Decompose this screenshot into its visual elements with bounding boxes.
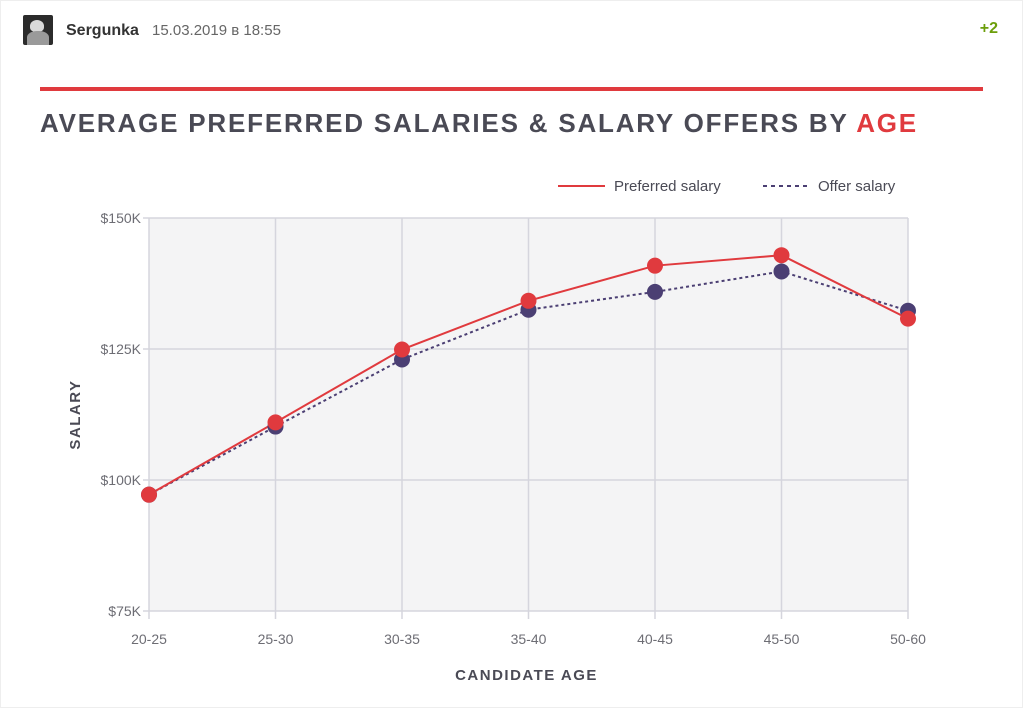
x-tick-label: 50-60 — [890, 631, 926, 647]
chart-title-main: AVERAGE PREFERRED SALARIES & SALARY OFFE… — [40, 108, 857, 138]
x-tick-label: 45-50 — [764, 631, 800, 647]
preferred-salary-point — [520, 292, 537, 309]
y-tick-label: $75K — [108, 603, 141, 619]
offer-salary-point — [773, 263, 790, 280]
x-axis-label: CANDIDATE AGE — [455, 667, 598, 684]
preferred-salary-point — [647, 257, 663, 274]
comment-timestamp[interactable]: 15.03.2019 в 18:55 — [152, 22, 281, 39]
y-tick-label: $100K — [101, 472, 142, 488]
preferred-salary-point — [394, 341, 410, 358]
user-avatar[interactable] — [23, 15, 53, 45]
horizontal-gridlines — [143, 217, 908, 612]
x-tick-label: 35-40 — [511, 631, 547, 647]
avatar-body-shape — [27, 31, 49, 45]
comment-header: Sergunka 15.03.2019 в 18:55 +2 — [23, 13, 1000, 47]
y-tick-labels: $75K $100K $125K $150K — [101, 210, 142, 619]
y-axis-label: SALARY — [67, 379, 84, 449]
preferred-salary-point — [141, 486, 157, 503]
legend: Preferred salary Offer salary — [558, 178, 896, 195]
x-tick-label: 30-35 — [384, 631, 420, 647]
x-tick-label: 25-30 — [258, 631, 294, 647]
x-tick-labels: 20-25 25-30 30-35 35-40 40-45 45-50 50-60 — [131, 631, 926, 647]
username-link[interactable]: Sergunka — [66, 22, 139, 39]
legend-preferred-label: Preferred salary — [614, 178, 721, 195]
chart-title-accent: AGE — [856, 108, 918, 138]
chart-title: AVERAGE PREFERRED SALARIES & SALARY OFFE… — [40, 108, 918, 139]
legend-offer-label: Offer salary — [818, 178, 896, 195]
preferred-salary-point — [773, 247, 790, 264]
preferred-salary-point — [900, 310, 916, 327]
x-tick-label: 40-45 — [637, 631, 673, 647]
title-rule — [40, 87, 983, 91]
offer-salary-point — [647, 283, 663, 300]
preferred-salary-point — [267, 414, 284, 431]
y-tick-label: $125K — [101, 341, 142, 357]
comment-rating: +2 — [979, 20, 998, 37]
series-layer — [141, 247, 916, 503]
x-tick-label: 20-25 — [131, 631, 167, 647]
avatar-head-shape — [30, 20, 44, 32]
y-tick-label: $150K — [101, 210, 142, 226]
